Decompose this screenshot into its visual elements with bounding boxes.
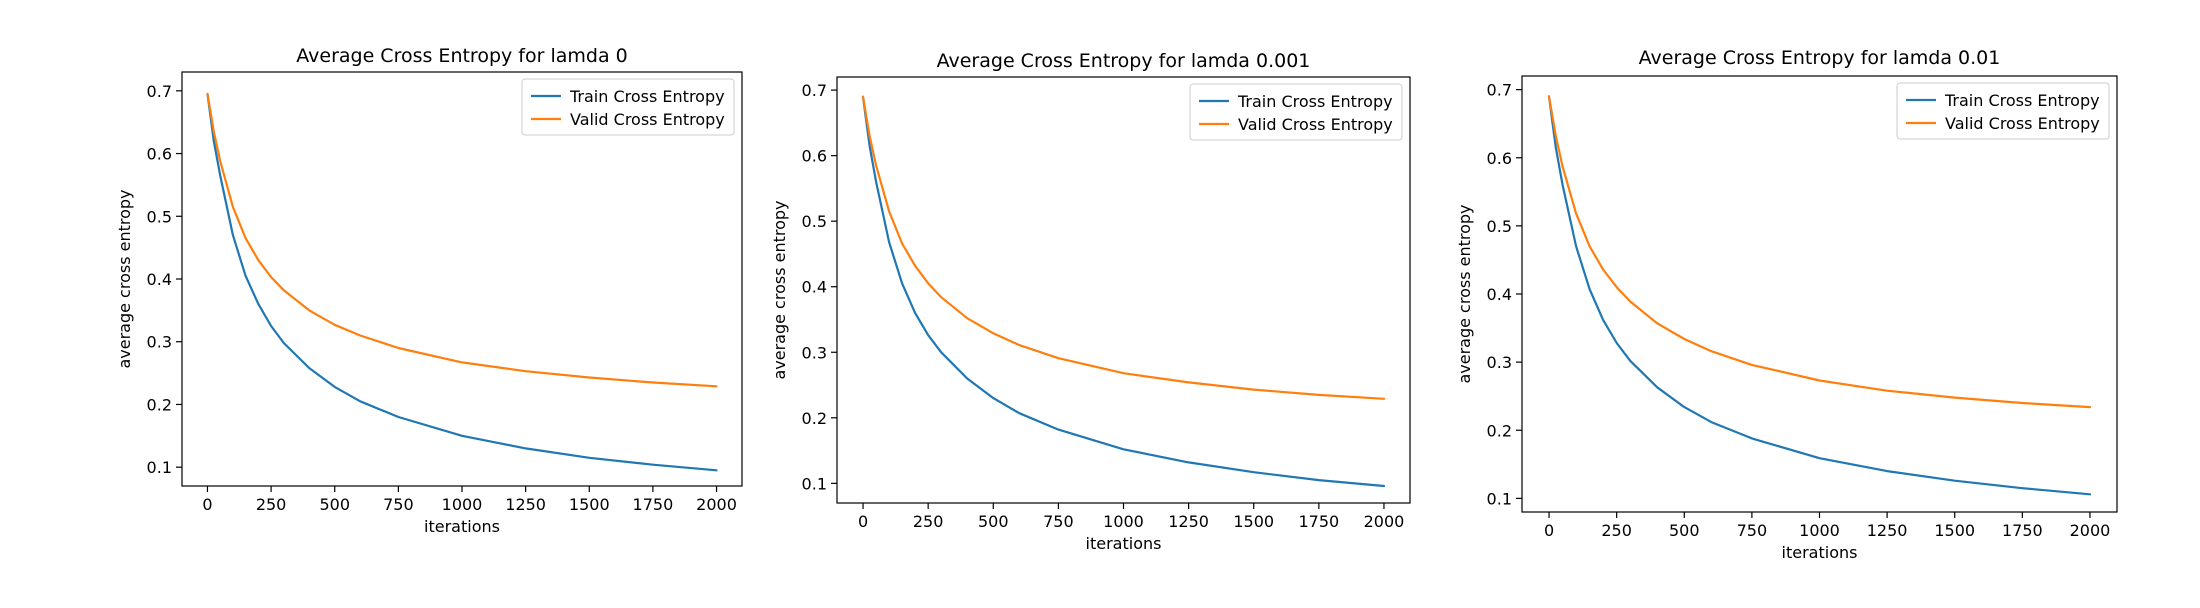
chart-1-x-tick-label: 500	[978, 512, 1009, 531]
chart-1-x-axis-label: iterations	[1086, 534, 1162, 553]
chart-2-legend: Train Cross Entropy Valid Cross Entropy	[1896, 82, 2110, 140]
chart-1-x-tick-label: 1000	[1103, 512, 1144, 531]
chart-2-y-tick-label: 0.1	[1487, 489, 1512, 508]
chart-panel-lamda-0: Average Cross Entropy for lamda 0 0 250 500…	[0, 0, 760, 608]
chart-1-y-tick-label: 0.1	[802, 474, 827, 493]
chart-2-legend-label-valid: Valid Cross Entropy	[1945, 114, 2100, 133]
chart-0-y-axis-label: average cross entropy	[115, 189, 134, 368]
chart-2-legend-label-train: Train Cross Entropy	[1944, 91, 2100, 110]
chart-1-series-line-valid	[861, 95, 1386, 400]
chart-1-x-tick-label: 1500	[1233, 512, 1274, 531]
chart-0-legend-label-valid: Valid Cross Entropy	[570, 110, 725, 129]
chart-2-y-tick-label: 0.3	[1487, 353, 1512, 372]
chart-1-y-axis-label: average cross entropy	[770, 200, 789, 379]
chart-1-y-tick-label: 0.2	[802, 409, 827, 428]
chart-1-x-tick-label: 250	[913, 512, 944, 531]
chart-0-series-line-train	[206, 92, 718, 472]
chart-2-x-tick-label: 750	[1737, 521, 1768, 540]
chart-2-x-tick-label: 1000	[1799, 521, 1840, 540]
chart-panel-lamda-0.01: Average Cross Entropy for lamda 0.01 0 250…	[1440, 0, 2200, 608]
chart-0-legend: Train Cross Entropy Valid Cross Entropy	[521, 78, 735, 136]
chart-1-y-tick-label: 0.4	[802, 278, 827, 297]
chart-svg-lamda-0.01: Average Cross Entropy for lamda 0.01 0 250…	[1455, 47, 2118, 562]
chart-0-y-tick-label: 0.2	[147, 395, 172, 414]
chart-0-x-tick-label: 1500	[569, 495, 610, 514]
chart-1-y-tick-label: 0.5	[802, 212, 827, 231]
chart-1-axes-frame	[836, 76, 1411, 504]
chart-2-title: Average Cross Entropy for lamda 0.01	[1639, 47, 2001, 69]
chart-0-y-tick-label: 0.6	[147, 145, 172, 164]
chart-0-title: Average Cross Entropy for lamda 0	[296, 45, 627, 67]
chart-1-legend-label-valid: Valid Cross Entropy	[1238, 115, 1393, 134]
chart-2-y-tick-label: 0.4	[1487, 285, 1512, 304]
chart-panel-lamda-0.001: Average Cross Entropy for lamda 0.001 0 25…	[740, 0, 1470, 608]
chart-svg-lamda-0.001: Average Cross Entropy for lamda 0.001 0 25…	[770, 50, 1411, 553]
chart-0-x-tick-label: 0	[202, 495, 212, 514]
chart-0-y-tick-label: 0.5	[147, 207, 172, 226]
chart-1-x-tick-label: 0	[858, 512, 868, 531]
chart-2-x-tick-label: 0	[1544, 521, 1554, 540]
chart-2-legend-box	[1896, 82, 2110, 140]
chart-1-legend: Train Cross Entropy Valid Cross Entropy	[1189, 83, 1403, 141]
chart-1-series-line-train	[861, 95, 1386, 488]
chart-2-series-line-train	[1547, 95, 2092, 496]
chart-2-x-tick-label: 500	[1669, 521, 1700, 540]
chart-0-x-tick-label: 250	[256, 495, 287, 514]
chart-0-y-tick-label: 0.7	[147, 82, 172, 101]
chart-0-x-tick-label: 2000	[696, 495, 737, 514]
chart-2-y-tick-label: 0.5	[1487, 217, 1512, 236]
chart-1-x-tick-label: 1750	[1298, 512, 1339, 531]
chart-2-x-tick-label: 1750	[2002, 521, 2043, 540]
chart-1-x-tick-label: 1250	[1168, 512, 1209, 531]
chart-2-series-line-valid	[1547, 95, 2092, 409]
chart-0-x-tick-label: 500	[319, 495, 350, 514]
chart-1-legend-box	[1189, 83, 1403, 141]
chart-0-x-tick-label: 1250	[505, 495, 546, 514]
chart-0-x-axis-label: iterations	[424, 517, 500, 536]
chart-2-x-tick-label: 250	[1601, 521, 1632, 540]
chart-2-x-axis-label: iterations	[1782, 543, 1858, 562]
chart-2-y-axis-label: average cross entropy	[1455, 204, 1474, 383]
chart-0-legend-label-train: Train Cross Entropy	[569, 87, 725, 106]
chart-svg-lamda-0: Average Cross Entropy for lamda 0 0 250 500…	[115, 45, 743, 536]
chart-1-y-tick-label: 0.6	[802, 147, 827, 166]
chart-0-x-tick-label: 750	[383, 495, 414, 514]
chart-0-y-tick-label: 0.3	[147, 333, 172, 352]
chart-2-axes-frame	[1521, 75, 2118, 513]
chart-2-x-tick-label: 2000	[2070, 521, 2111, 540]
chart-0-series-line-valid	[206, 92, 718, 388]
chart-0-y-tick-label: 0.4	[147, 270, 172, 289]
chart-2-x-tick-label: 1250	[1867, 521, 1908, 540]
chart-2-x-tick-label: 1500	[1934, 521, 1975, 540]
chart-0-x-tick-label: 1750	[633, 495, 674, 514]
chart-2-y-tick-label: 0.2	[1487, 421, 1512, 440]
chart-1-x-tick-label: 750	[1043, 512, 1074, 531]
chart-1-y-tick-label: 0.7	[802, 81, 827, 100]
chart-1-title: Average Cross Entropy for lamda 0.001	[937, 50, 1311, 72]
chart-2-y-tick-label: 0.7	[1487, 81, 1512, 100]
chart-2-y-tick-label: 0.6	[1487, 149, 1512, 168]
chart-0-y-tick-label: 0.1	[147, 458, 172, 477]
chart-1-x-tick-label: 2000	[1364, 512, 1405, 531]
chart-0-x-tick-label: 1000	[442, 495, 483, 514]
chart-1-y-tick-label: 0.3	[802, 343, 827, 362]
chart-0-legend-box	[521, 78, 735, 136]
chart-1-legend-label-train: Train Cross Entropy	[1237, 92, 1393, 111]
